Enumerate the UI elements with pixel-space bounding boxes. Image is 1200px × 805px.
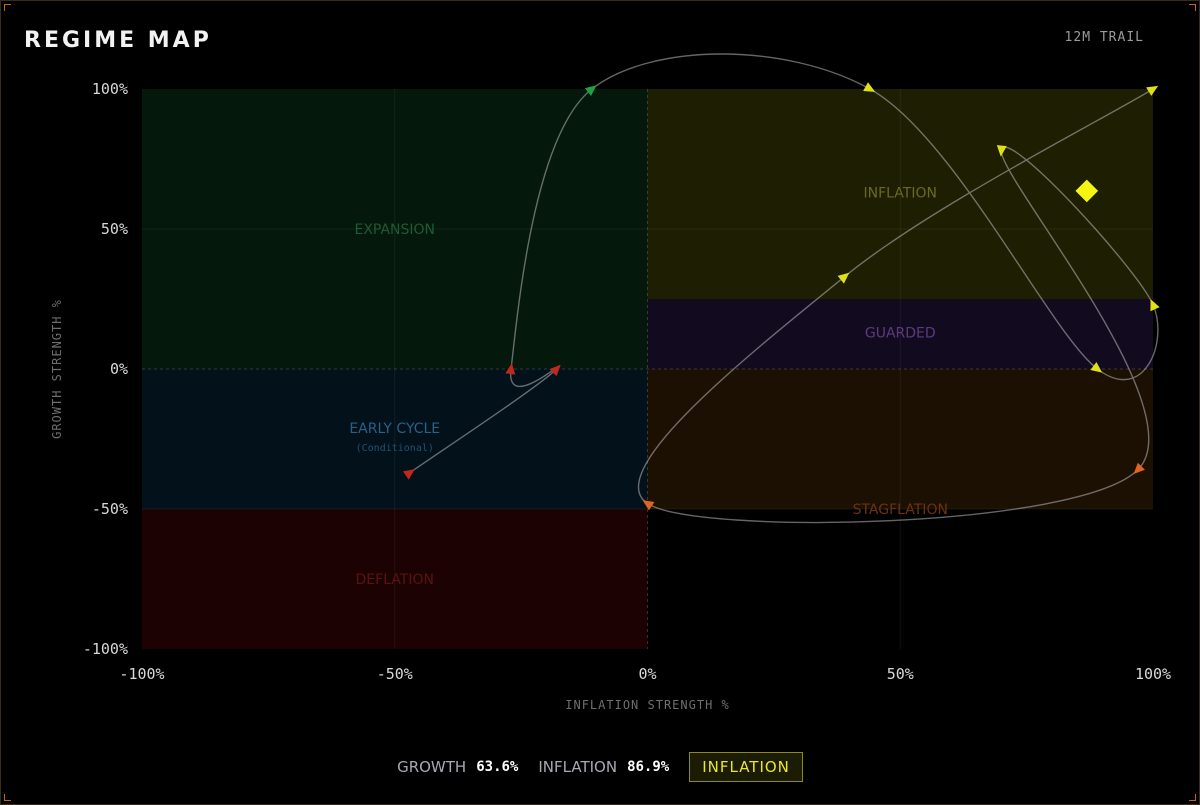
current-regime-badge: INFLATION <box>689 752 803 782</box>
region-label-inflation: INFLATION <box>864 186 937 202</box>
y-tick-label: 50% <box>101 220 128 238</box>
corner-accent <box>4 794 11 801</box>
trail-point[interactable] <box>549 361 564 377</box>
region-sublabel-early-cycle: (Conditional) <box>356 443 434 454</box>
inflation-value: 86.9% <box>627 759 670 775</box>
corner-accent <box>1189 794 1196 801</box>
region-label-early-cycle: EARLY CYCLE <box>349 421 440 437</box>
region-early-cycle <box>142 369 648 509</box>
x-tick-label: 50% <box>887 665 914 683</box>
inflation-label: INFLATION <box>538 758 618 776</box>
region-guarded <box>647 299 1153 369</box>
y-tick-label: 0% <box>110 360 128 378</box>
growth-value: 63.6% <box>476 759 519 775</box>
x-tick-label: -50% <box>377 665 413 683</box>
x-tick-label: 100% <box>1135 665 1171 683</box>
region-deflation <box>142 509 648 649</box>
corner-accent <box>4 4 11 11</box>
page-title: REGIME MAP <box>24 28 212 53</box>
trail-point[interactable] <box>640 496 655 511</box>
x-tick-label: -100% <box>119 665 164 683</box>
region-label-expansion: EXPANSION <box>354 222 435 238</box>
trail-point[interactable] <box>1146 297 1160 312</box>
trail-point[interactable] <box>584 81 600 97</box>
y-axis-label: GROWTH STRENGTH % <box>50 299 64 439</box>
x-axis-label: INFLATION STRENGTH % <box>565 698 730 712</box>
trail-point[interactable] <box>505 362 516 375</box>
trail-point[interactable] <box>1146 82 1161 96</box>
region-label-stagflation: STAGFLATION <box>853 502 948 518</box>
region-stagflation <box>647 369 1153 509</box>
trail-length-label: 12M TRAIL <box>1064 30 1144 45</box>
region-expansion <box>142 89 648 369</box>
region-label-deflation: DEFLATION <box>356 572 434 588</box>
trail-point[interactable] <box>837 269 853 284</box>
y-tick-label: 100% <box>92 80 128 98</box>
trail-point[interactable] <box>402 465 418 480</box>
region-label-guarded: GUARDED <box>865 326 936 342</box>
trail-point[interactable] <box>996 145 1007 157</box>
corner-accent <box>1189 4 1196 11</box>
y-tick-label: -100% <box>83 640 128 658</box>
trail-point[interactable] <box>1130 462 1145 478</box>
trail-point[interactable] <box>1090 361 1105 377</box>
y-tick-label: -50% <box>92 500 128 518</box>
status-bar: GROWTH 63.6% INFLATION 86.9% INFLATION <box>0 751 1200 783</box>
growth-label: GROWTH <box>397 758 467 776</box>
x-tick-label: 0% <box>638 665 656 683</box>
trail-point[interactable] <box>863 82 877 96</box>
